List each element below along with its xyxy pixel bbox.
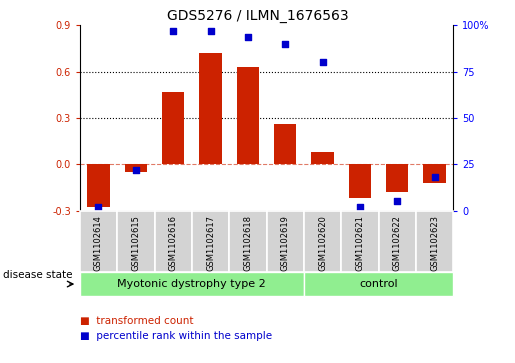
Bar bbox=[416, 211, 453, 272]
Point bbox=[244, 34, 252, 40]
Bar bbox=[304, 211, 341, 272]
Point bbox=[94, 204, 102, 210]
Point bbox=[132, 167, 140, 173]
Point bbox=[318, 60, 327, 65]
Point bbox=[169, 28, 177, 34]
Bar bbox=[192, 211, 229, 272]
Bar bbox=[274, 124, 297, 164]
Bar bbox=[349, 164, 371, 198]
Point bbox=[207, 28, 215, 34]
Text: GSM1102616: GSM1102616 bbox=[169, 216, 178, 272]
Text: GSM1102615: GSM1102615 bbox=[131, 216, 140, 272]
Bar bbox=[267, 211, 304, 272]
Text: GSM1102623: GSM1102623 bbox=[430, 216, 439, 272]
Point bbox=[393, 198, 401, 204]
Bar bbox=[88, 164, 110, 207]
Bar bbox=[386, 164, 408, 192]
Text: GSM1102622: GSM1102622 bbox=[393, 216, 402, 272]
Bar bbox=[304, 272, 453, 296]
Text: ■  transformed count: ■ transformed count bbox=[80, 316, 193, 326]
Bar bbox=[199, 53, 221, 164]
Bar bbox=[229, 211, 267, 272]
Text: GDS5276 / ILMN_1676563: GDS5276 / ILMN_1676563 bbox=[167, 9, 348, 23]
Bar bbox=[125, 164, 147, 172]
Bar bbox=[423, 164, 445, 183]
Bar bbox=[80, 272, 304, 296]
Text: GSM1102614: GSM1102614 bbox=[94, 216, 103, 272]
Bar bbox=[117, 211, 154, 272]
Text: GSM1102620: GSM1102620 bbox=[318, 216, 327, 272]
Text: Myotonic dystrophy type 2: Myotonic dystrophy type 2 bbox=[117, 279, 266, 289]
Text: GSM1102619: GSM1102619 bbox=[281, 216, 289, 272]
Point bbox=[356, 204, 364, 210]
Bar bbox=[162, 92, 184, 164]
Text: GSM1102617: GSM1102617 bbox=[206, 216, 215, 272]
Point bbox=[281, 41, 289, 47]
Text: control: control bbox=[359, 279, 398, 289]
Bar bbox=[154, 211, 192, 272]
Text: ■  percentile rank within the sample: ■ percentile rank within the sample bbox=[80, 331, 272, 341]
Text: disease state: disease state bbox=[3, 270, 72, 280]
Point bbox=[431, 174, 439, 180]
Text: GSM1102621: GSM1102621 bbox=[355, 216, 364, 272]
Text: GSM1102618: GSM1102618 bbox=[244, 216, 252, 272]
Bar bbox=[341, 211, 379, 272]
Bar bbox=[237, 67, 259, 164]
Bar bbox=[80, 211, 117, 272]
Bar bbox=[379, 211, 416, 272]
Bar bbox=[311, 152, 334, 164]
